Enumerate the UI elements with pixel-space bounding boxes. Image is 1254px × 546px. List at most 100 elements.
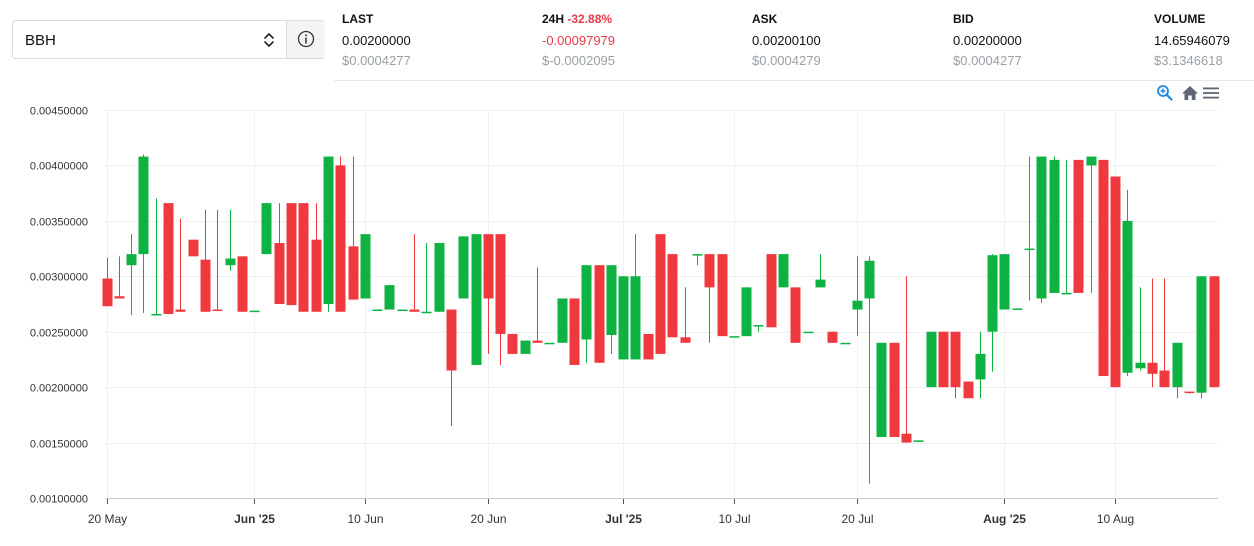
candle-body-up bbox=[999, 254, 1010, 310]
candle-body-up bbox=[729, 336, 740, 338]
candle-body-up bbox=[138, 156, 149, 255]
y-tick-label: 0.00250000 bbox=[30, 328, 88, 340]
stat-usd: $3.1346618 bbox=[1154, 53, 1223, 68]
candle-body-up bbox=[458, 236, 469, 299]
candle-body-up bbox=[630, 276, 641, 360]
home-icon[interactable] bbox=[1181, 84, 1199, 102]
candle-body-down bbox=[667, 254, 678, 338]
zoom-in-icon[interactable] bbox=[1156, 84, 1174, 102]
candle-body-down bbox=[274, 243, 285, 304]
info-button[interactable] bbox=[287, 21, 325, 58]
select-divider bbox=[286, 21, 287, 58]
x-tick-label: Aug '25 bbox=[983, 512, 1026, 526]
x-tick-label: 20 May bbox=[88, 512, 127, 526]
candle-body-down bbox=[298, 203, 309, 312]
candle-body-down bbox=[901, 433, 912, 443]
stat-usd: $0.0004277 bbox=[342, 53, 411, 68]
y-tick-label: 0.00300000 bbox=[30, 272, 88, 284]
candle-body-down bbox=[237, 256, 248, 312]
candle-body-up bbox=[753, 325, 764, 327]
candle-body-down bbox=[827, 331, 838, 343]
candle-body-up bbox=[126, 254, 137, 266]
candle-body-up bbox=[421, 311, 432, 314]
candle-body-up bbox=[913, 440, 924, 442]
y-tick-label: 0.00450000 bbox=[30, 106, 88, 118]
menu-icon[interactable] bbox=[1202, 84, 1220, 102]
candle-body-down bbox=[594, 265, 605, 363]
candle-body-up bbox=[987, 255, 998, 332]
x-tick-label: Jun '25 bbox=[234, 512, 275, 526]
header-divider bbox=[334, 80, 1254, 81]
candle-body-down bbox=[175, 309, 186, 312]
stat-label: ASK bbox=[752, 12, 778, 26]
candle-body-up bbox=[803, 331, 814, 334]
candle-body-up bbox=[225, 258, 236, 266]
candle-body-up bbox=[1061, 292, 1072, 295]
candle-body-up bbox=[618, 276, 629, 360]
candle-body-down bbox=[1073, 159, 1084, 293]
candle-body-down bbox=[680, 337, 691, 343]
x-tick-label: 20 Jul bbox=[841, 512, 873, 526]
candle-body-up bbox=[876, 342, 887, 438]
candle-body-up bbox=[1122, 220, 1133, 373]
stat-ask: ASK 0.00200100 $0.0004279 bbox=[752, 12, 821, 68]
candle-body-up bbox=[434, 243, 445, 312]
stat-usd: $-0.0002095 bbox=[542, 53, 616, 68]
candle-body-down bbox=[1209, 276, 1220, 388]
candle-body-down bbox=[569, 298, 580, 365]
candle-body-down bbox=[938, 331, 949, 388]
candle-body-down bbox=[483, 234, 494, 299]
candle-body-up bbox=[151, 313, 162, 316]
candle-body-up bbox=[926, 331, 937, 388]
candlestick-chart[interactable]: 0.00100000 0.00150000 0.00200000 0.00250000… bbox=[0, 100, 1254, 546]
stat-label: LAST bbox=[342, 12, 374, 26]
candle-body-down bbox=[704, 254, 715, 288]
candle-body-down bbox=[950, 331, 961, 388]
candle-body-up bbox=[815, 279, 826, 288]
stat-usd: $0.0004277 bbox=[953, 53, 1022, 68]
candle-body-up bbox=[372, 309, 383, 312]
candle-body-up bbox=[692, 254, 703, 256]
stat-value: 14.65946079 bbox=[1154, 33, 1230, 48]
pair-select[interactable]: BBH bbox=[12, 20, 325, 59]
candle-body-up bbox=[471, 234, 482, 365]
candle-body-up bbox=[975, 353, 986, 380]
candle-body-down bbox=[409, 309, 420, 312]
stat-usd: $0.0004279 bbox=[752, 53, 821, 68]
candle-body-down bbox=[114, 296, 125, 299]
candle-body-down bbox=[532, 340, 543, 343]
stat-label-text: 24H bbox=[542, 12, 565, 26]
candle-body-down bbox=[188, 239, 199, 257]
candle-body-down bbox=[163, 203, 174, 314]
candle-body-down bbox=[1184, 391, 1195, 394]
candle-body-down bbox=[507, 333, 518, 354]
candle-body-up bbox=[1172, 342, 1183, 388]
candle-body-up bbox=[1024, 248, 1035, 251]
candle-body-down bbox=[102, 278, 113, 307]
candle-body-up bbox=[840, 342, 851, 345]
candle-body-up bbox=[384, 285, 395, 310]
candle-body-down bbox=[1159, 370, 1170, 388]
candle-body-up bbox=[360, 234, 371, 299]
candle-body-down bbox=[1147, 362, 1158, 374]
candle-body-up bbox=[581, 265, 592, 340]
y-tick-label: 0.00350000 bbox=[30, 217, 88, 229]
stat-value: -0.00097979 bbox=[542, 33, 616, 48]
candle-body-down bbox=[348, 246, 359, 300]
stat-24h: 24H -32.88% -0.00097979 $-0.0002095 bbox=[542, 12, 615, 68]
change-percent: -32.88% bbox=[567, 12, 613, 26]
y-tick-label: 0.00200000 bbox=[30, 383, 88, 395]
x-tick-label: 10 Aug bbox=[1097, 512, 1134, 526]
candle-body-down bbox=[655, 234, 666, 354]
candle-body-up bbox=[544, 342, 555, 345]
candle-body-down bbox=[790, 287, 801, 343]
candle-body-up bbox=[1036, 156, 1047, 299]
candle-body-up bbox=[323, 156, 334, 304]
candle-body-up bbox=[864, 260, 875, 299]
candle-body-up bbox=[557, 298, 568, 343]
stat-volume: VOLUME 14.65946079 $3.1346618 bbox=[1154, 12, 1230, 68]
stat-value: 0.00200000 bbox=[953, 33, 1022, 48]
candle-body-down bbox=[643, 333, 654, 360]
candle-body-down bbox=[495, 234, 506, 334]
candle-body-down bbox=[311, 239, 322, 312]
